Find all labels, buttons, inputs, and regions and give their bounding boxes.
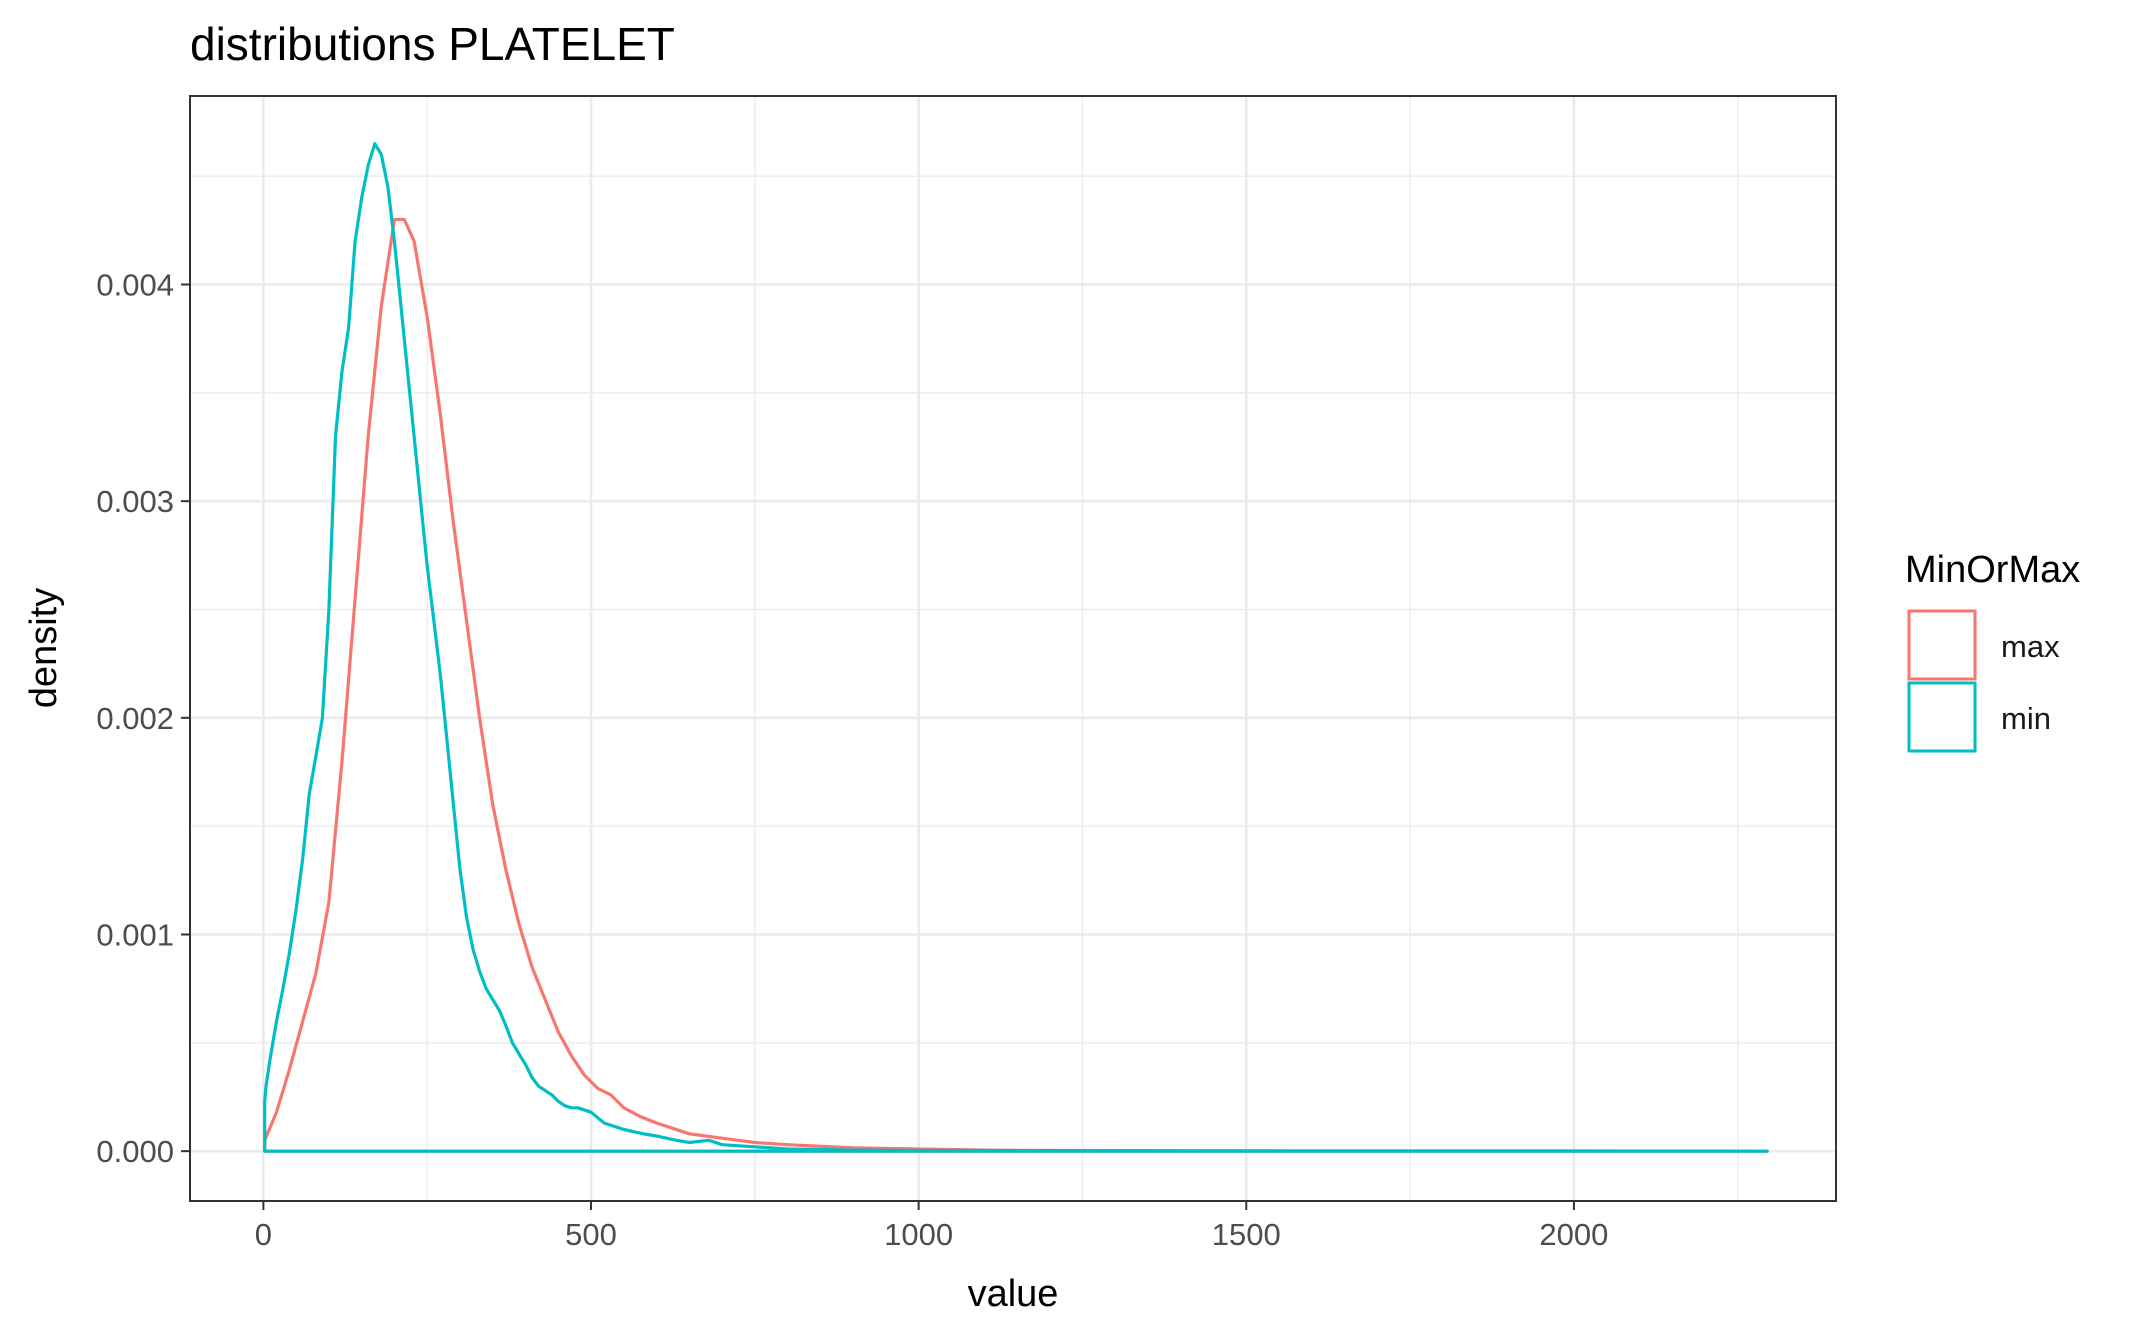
y-axis: 0.000 0.001 0.002 0.003 0.004 (96, 268, 190, 1169)
y-tick-label: 0.000 (96, 1134, 174, 1169)
series-line-min (263, 142, 1769, 1153)
legend-label-max: max (2001, 629, 2060, 664)
plot-panel-border (189, 95, 1837, 1202)
legend-key-max (1907, 609, 1977, 681)
legend-title: MinOrMax (1905, 549, 2080, 591)
x-tick-label: 0 (255, 1217, 272, 1252)
legend: MinOrMax max min (1905, 549, 2080, 753)
legend-key-min (1907, 681, 1977, 753)
x-tick-label: 500 (565, 1217, 617, 1252)
y-tick-label: 0.001 (96, 918, 174, 953)
y-axis-title: density (23, 588, 65, 708)
legend-label-min: min (2001, 701, 2051, 736)
y-tick-label: 0.004 (96, 268, 174, 303)
x-tick-label: 1500 (1212, 1217, 1281, 1252)
x-axis-title: value (968, 1273, 1059, 1315)
plot-panel (190, 96, 1836, 1201)
chart-title: distributions PLATELET (190, 18, 675, 70)
y-tick-label: 0.002 (96, 701, 174, 736)
x-axis: 0 500 1000 1500 2000 (255, 1201, 1608, 1252)
x-tick-label: 2000 (1539, 1217, 1608, 1252)
x-tick-label: 1000 (884, 1217, 953, 1252)
y-tick-label: 0.003 (96, 484, 174, 519)
density-series (263, 142, 1769, 1153)
